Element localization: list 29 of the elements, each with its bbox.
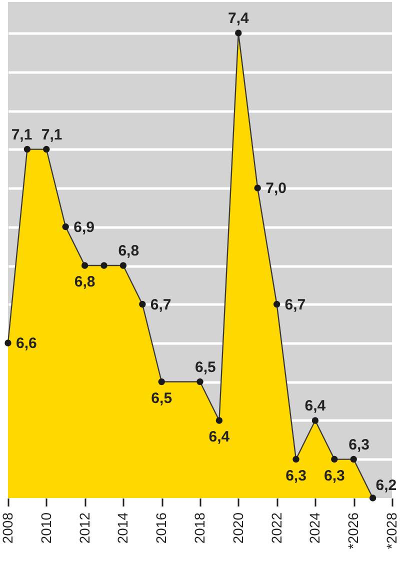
data-label: 6,8 (74, 274, 96, 290)
data-label: 7,1 (11, 126, 32, 144)
x-tick-label: 2020 (230, 512, 246, 544)
x-tick-label: 2022 (268, 512, 284, 544)
data-label: 6,4 (208, 428, 230, 446)
data-label: 6,7 (284, 296, 306, 314)
data-label: 6,5 (151, 390, 172, 407)
x-tick-label: 2018 (192, 512, 208, 544)
data-label: 7,4 (228, 10, 250, 27)
x-tick-label: 2008 (0, 512, 16, 544)
x-tick-label: 2010 (38, 512, 54, 544)
data-label: 6,8 (118, 242, 140, 260)
data-label: 6,3 (324, 467, 345, 484)
x-tick-label: 2016 (153, 512, 170, 544)
x-tick-label: 2014 (114, 512, 131, 544)
data-label: 6,5 (195, 358, 216, 376)
data-label: 6,4 (304, 398, 326, 414)
x-tick-label: *2028 (384, 512, 400, 550)
data-label: 6,3 (286, 467, 306, 484)
data-label: 6,3 (348, 436, 370, 454)
data-label: 6,6 (16, 335, 37, 352)
x-tick-label: 2012 (76, 512, 92, 544)
data-label: 6,9 (74, 218, 94, 236)
x-tick-label: *2026 (345, 512, 362, 550)
data-label: 6,7 (150, 296, 172, 314)
data-label: 7,1 (41, 126, 62, 144)
x-tick-label: 2024 (306, 512, 323, 544)
data-label: 6,2 (376, 477, 397, 494)
data-label: 7,0 (266, 180, 286, 197)
